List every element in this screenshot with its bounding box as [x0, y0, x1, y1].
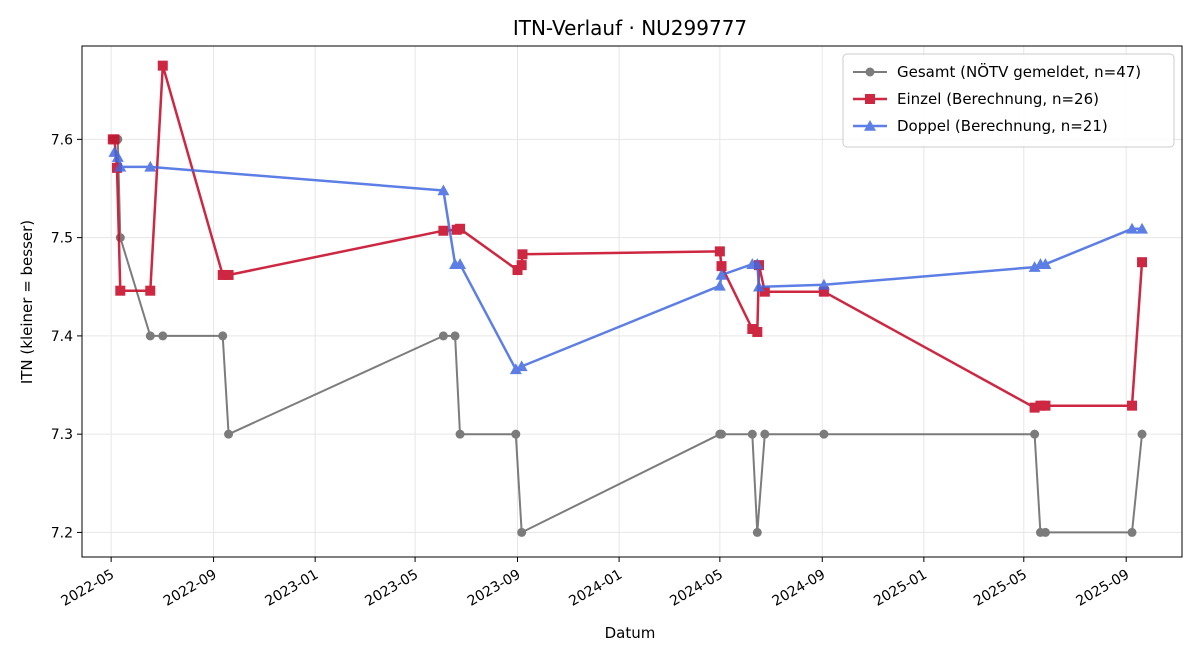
data-point	[224, 429, 234, 439]
y-tick-label: 7.4	[51, 329, 73, 345]
x-tick-label: 2024-01	[566, 567, 625, 610]
legend: Gesamt (NÖTV gemeldet, n=47) Einzel (Bere…	[842, 53, 1175, 148]
data-point	[217, 269, 228, 280]
data-point	[1040, 527, 1050, 537]
y-tick-label: 7.2	[51, 525, 73, 541]
series-1	[108, 134, 1147, 537]
data-point	[455, 429, 465, 439]
legend-label: Doppel (Berechnung, n=21)	[897, 117, 1108, 135]
data-point	[1137, 429, 1147, 439]
data-point	[760, 429, 770, 439]
data-point	[450, 331, 460, 341]
data-point	[1127, 400, 1138, 411]
y-tick-label: 7.3	[51, 427, 73, 443]
x-tick-label: 2023-05	[362, 567, 421, 610]
x-tick-label: 2022-09	[161, 567, 220, 610]
legend-marker	[864, 120, 876, 131]
y-tick-label: 7.6	[51, 132, 73, 148]
x-tick-label: 2022-05	[58, 567, 117, 610]
data-point	[1030, 429, 1040, 439]
data-point	[511, 429, 521, 439]
data-point	[509, 363, 522, 375]
data-point	[747, 429, 757, 439]
x-axis-title: Datum	[605, 624, 656, 642]
data-point	[115, 233, 125, 243]
data-point	[818, 286, 829, 297]
legend-item	[853, 120, 887, 131]
series-line	[113, 151, 1142, 371]
data-point	[455, 223, 466, 234]
data-point	[438, 331, 448, 341]
data-point	[115, 285, 126, 296]
data-point	[157, 60, 168, 71]
data-point	[145, 331, 155, 341]
data-point	[716, 261, 727, 272]
data-point	[1126, 222, 1139, 234]
series-3	[108, 146, 1149, 375]
data-point	[1127, 527, 1137, 537]
x-tick-label: 2025-01	[871, 567, 930, 610]
y-axis: 7.2 7.3 7.4 7.5 7.6	[51, 132, 82, 541]
x-tick-label: 2023-01	[262, 567, 321, 610]
series-layer	[107, 60, 1149, 537]
x-tick-label: 2023-09	[465, 567, 524, 610]
legend-label: Gesamt (NÖTV gemeldet, n=47)	[897, 62, 1141, 81]
plot-frame	[81, 45, 1183, 558]
series-line	[112, 64, 1144, 409]
x-tick-label: 2025-05	[971, 567, 1030, 610]
legend-box	[842, 53, 1175, 148]
data-point	[759, 286, 770, 297]
data-point	[437, 184, 450, 196]
data-point	[717, 429, 727, 439]
legend-label: Einzel (Berechnung, n=26)	[897, 90, 1099, 108]
data-point	[817, 278, 830, 290]
data-point	[218, 331, 228, 341]
x-tick-label: 2024-09	[770, 567, 829, 610]
data-point	[111, 151, 124, 162]
x-axis: 2022-05 2022-09 2023-01 2023-05 2023-09 2024-…	[58, 557, 1132, 610]
y-axis-title: ITN (kleiner = besser)	[18, 220, 36, 384]
data-point	[713, 279, 726, 291]
data-point	[752, 527, 762, 537]
data-point	[114, 160, 127, 172]
data-point	[144, 160, 157, 172]
data-point	[752, 280, 765, 292]
data-point	[517, 527, 527, 537]
data-point	[517, 249, 528, 260]
data-point	[1040, 400, 1051, 411]
chart-title: ITN-Verlauf · NU299777	[513, 16, 747, 40]
data-point	[1137, 257, 1148, 268]
data-point	[1136, 222, 1149, 234]
data-point	[752, 326, 763, 337]
data-point	[438, 225, 449, 236]
data-point	[751, 258, 764, 269]
data-point	[1028, 261, 1041, 272]
data-point	[454, 258, 467, 269]
data-point	[1039, 258, 1052, 269]
data-point	[515, 360, 528, 372]
data-point	[223, 269, 234, 280]
legend-item	[853, 94, 887, 104]
legend-item	[853, 67, 887, 77]
x-tick-label: 2024-05	[667, 567, 726, 610]
data-point	[715, 268, 728, 280]
series-line	[112, 138, 1143, 534]
y-tick-label: 7.5	[51, 231, 73, 247]
data-point	[516, 260, 527, 271]
data-point	[145, 285, 156, 296]
legend-marker	[865, 67, 875, 77]
x-tick-label: 2025-09	[1074, 567, 1133, 610]
data-point	[1029, 402, 1040, 413]
legend-marker	[865, 94, 875, 104]
data-point	[109, 134, 120, 145]
data-point	[819, 429, 829, 439]
data-point	[714, 246, 725, 257]
data-point	[158, 331, 168, 341]
